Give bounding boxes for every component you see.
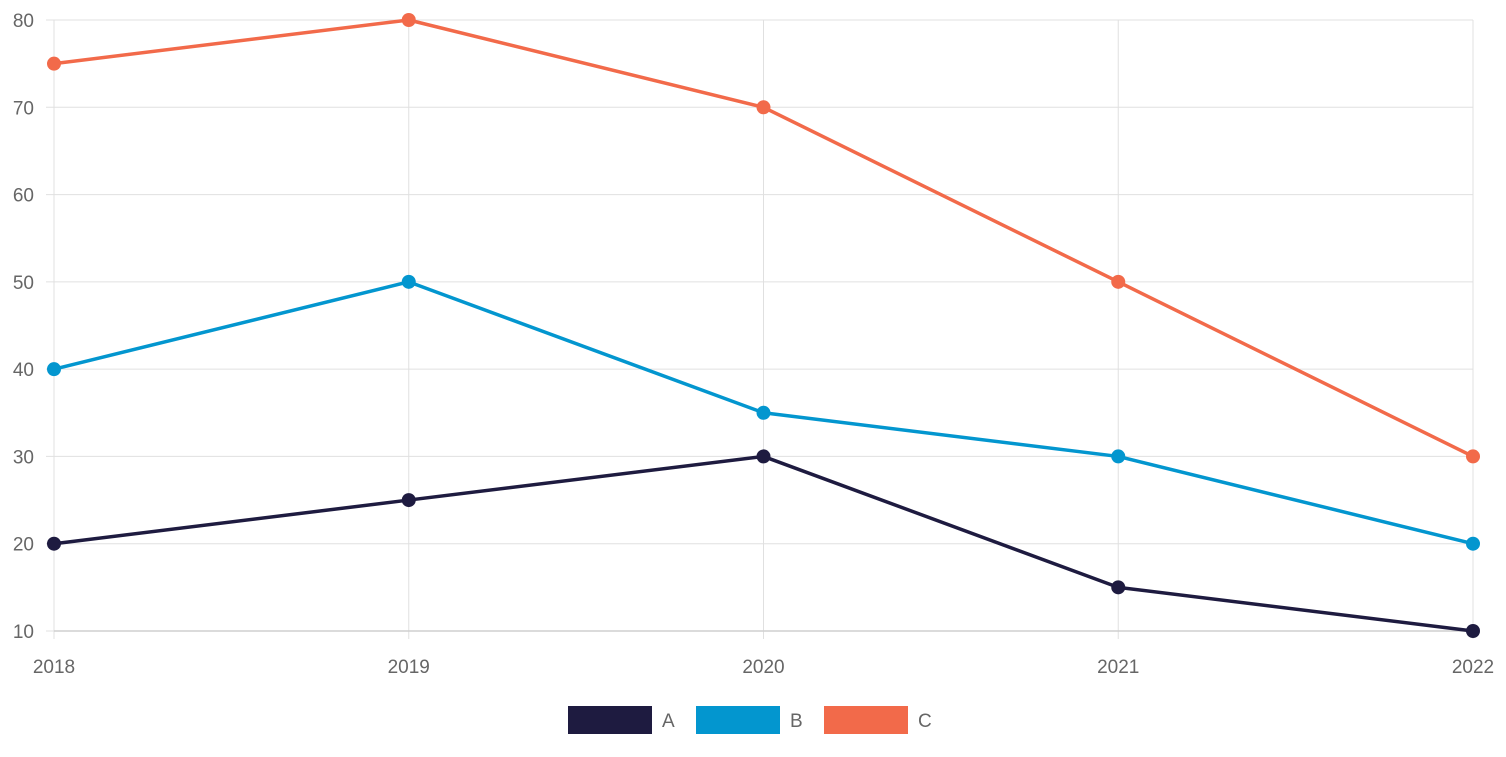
y-tick-label: 40 xyxy=(13,360,34,381)
data-point-B xyxy=(47,362,61,377)
series-lines xyxy=(47,13,1480,638)
data-point-A xyxy=(756,449,771,464)
x-tick-label: 2019 xyxy=(388,657,430,678)
data-point-A xyxy=(1466,624,1480,638)
legend-swatch-C xyxy=(824,706,908,734)
y-tick-label: 50 xyxy=(13,273,34,294)
x-tick-label: 2022 xyxy=(1452,657,1494,678)
y-tick-label: 10 xyxy=(13,622,34,643)
data-point-C xyxy=(401,13,416,27)
y-tick-label: 80 xyxy=(13,11,34,32)
data-point-C xyxy=(1466,449,1480,464)
data-point-B xyxy=(1466,536,1480,551)
data-point-B xyxy=(401,274,416,289)
y-tick-label: 30 xyxy=(13,447,34,468)
x-tick-label: 2021 xyxy=(1097,657,1139,678)
y-tick-label: 20 xyxy=(13,535,34,556)
legend-swatch-B xyxy=(696,706,780,734)
y-axis-ticks: 10 20 30 40 50 60 70 80 xyxy=(13,11,34,643)
data-point-C xyxy=(756,100,771,115)
grid xyxy=(46,19,1474,639)
data-point-A xyxy=(1111,580,1126,595)
legend-label: B xyxy=(790,711,803,732)
data-point-B xyxy=(756,405,771,420)
y-tick-label: 70 xyxy=(13,98,34,119)
data-point-A xyxy=(401,493,416,508)
legend-swatch-A xyxy=(568,706,652,734)
legend-label: C xyxy=(918,711,932,732)
data-point-C xyxy=(1111,274,1126,289)
legend: A B C xyxy=(568,706,932,734)
data-point-B xyxy=(1111,449,1126,464)
data-point-A xyxy=(47,536,61,551)
x-tick-label: 2020 xyxy=(742,657,784,678)
y-tick-label: 60 xyxy=(13,186,34,207)
x-axis-ticks: 2018 2019 2020 2021 2022 xyxy=(33,657,1494,678)
data-point-C xyxy=(47,56,61,71)
x-tick-label: 2018 xyxy=(33,657,75,678)
legend-label: A xyxy=(662,711,675,732)
